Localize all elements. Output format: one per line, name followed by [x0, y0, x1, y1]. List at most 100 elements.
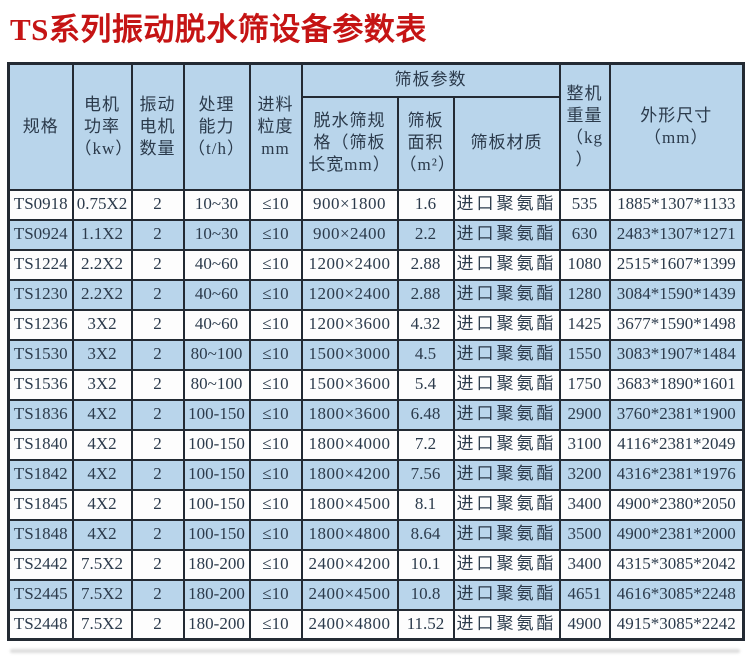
table-cell: 3084*1590*1439: [608, 278, 745, 311]
header-capacity: 处理 能力 （t/h）: [182, 62, 251, 191]
table-cell: 进口聚氨酯: [452, 338, 561, 371]
table-cell: 3760*2381*1900: [608, 398, 745, 431]
table-cell: 3X2: [71, 308, 133, 341]
table-cell: ≤10: [248, 458, 303, 491]
table-cell: 2400×4800: [300, 608, 399, 641]
table-cell: 7.5X2: [71, 548, 133, 581]
table-cell: 100-150: [182, 428, 251, 461]
bottom-shadow-line: [10, 649, 740, 653]
table-cell: TS1845: [7, 488, 74, 521]
table-cell: 2: [130, 578, 185, 611]
table-cell: 630: [558, 218, 611, 251]
parameters-table: 规格 电机 功率 （kw） 振动 电机 数量 处理 能力 （t/h） 进料 粒度…: [7, 62, 746, 641]
table-cell: 2: [130, 278, 185, 311]
header-screen-material: 筛板材质: [452, 95, 561, 191]
table-cell: 进口聚氨酯: [452, 548, 561, 581]
table-cell: 进口聚氨酯: [452, 308, 561, 341]
header-screen-size: 脱水筛规 格（筛板 长宽mm）: [300, 95, 399, 191]
table-cell: 2: [130, 248, 185, 281]
table-cell: 4915*3085*2242: [608, 608, 745, 641]
table-cell: TS2442: [7, 548, 74, 581]
table-cell: 2: [130, 458, 185, 491]
table-cell: 1425: [558, 308, 611, 341]
table-cell: TS2448: [7, 608, 74, 641]
table-cell: 11.52: [396, 608, 455, 641]
table-cell: 2: [130, 518, 185, 551]
table-cell: TS1836: [7, 398, 74, 431]
table-row: TS1845 4X2 2 100-150 ≤10 1800×4500 8.1 进口聚氨酯 340…: [7, 488, 745, 521]
table-header: 规格 电机 功率 （kw） 振动 电机 数量 处理 能力 （t/h） 进料 粒度…: [7, 62, 745, 191]
table-cell: TS1536: [7, 368, 74, 401]
table-cell: 4X2: [71, 458, 133, 491]
table-cell: 1800×4800: [300, 518, 399, 551]
table-cell: 3100: [558, 428, 611, 461]
table-cell: 100-150: [182, 458, 251, 491]
table-cell: 2.2X2: [71, 278, 133, 311]
table-cell: ≤10: [248, 488, 303, 521]
table-cell: 3400: [558, 548, 611, 581]
table-cell: 3X2: [71, 368, 133, 401]
table-cell: ≤10: [248, 608, 303, 641]
table-cell: 1800×4200: [300, 458, 399, 491]
table-cell: 3083*1907*1484: [608, 338, 745, 371]
table-cell: 10~30: [182, 218, 251, 251]
table-cell: ≤10: [248, 308, 303, 341]
table-cell: 2.88: [396, 278, 455, 311]
table-cell: ≤10: [248, 188, 303, 221]
table-cell: 1200×3600: [300, 308, 399, 341]
table-row: TS2445 7.5X2 2 180-200 ≤10 2400×4500 10.8 进口聚氨酯…: [7, 578, 745, 611]
table-cell: 2483*1307*1271: [608, 218, 745, 251]
table-cell: 2: [130, 608, 185, 641]
table-cell: TS1230: [7, 278, 74, 311]
table-row: TS2442 7.5X2 2 180-200 ≤10 2400×4200 10.1 进口聚氨酯…: [7, 548, 745, 581]
table-cell: ≤10: [248, 338, 303, 371]
table-cell: 1800×4500: [300, 488, 399, 521]
table-cell: 4.5: [396, 338, 455, 371]
table-cell: 10~30: [182, 188, 251, 221]
header-screen-area: 筛板 面积 （m²）: [396, 95, 455, 191]
table-cell: 进口聚氨酯: [452, 398, 561, 431]
table-cell: TS0918: [7, 188, 74, 221]
table-cell: 进口聚氨酯: [452, 218, 561, 251]
table-cell: 1500×3000: [300, 338, 399, 371]
table-cell: 100-150: [182, 488, 251, 521]
table-cell: 535: [558, 188, 611, 221]
table-cell: 1750: [558, 368, 611, 401]
header-motor-power: 电机 功率 （kw）: [71, 62, 133, 191]
header-feed-size: 进料 粒度 mm: [248, 62, 303, 191]
table-cell: 5.4: [396, 368, 455, 401]
table-cell: TS1530: [7, 338, 74, 371]
table-cell: 8.1: [396, 488, 455, 521]
table-cell: 4X2: [71, 488, 133, 521]
table-cell: 7.5X2: [71, 578, 133, 611]
table-cell: 2400×4500: [300, 578, 399, 611]
header-machine-weight: 整机 重量 （kg ）: [558, 62, 611, 191]
table-cell: TS1848: [7, 518, 74, 551]
table-cell: TS1224: [7, 248, 74, 281]
table-cell: ≤10: [248, 548, 303, 581]
table-cell: TS1842: [7, 458, 74, 491]
table-cell: 2: [130, 368, 185, 401]
table-cell: 4900*2380*2050: [608, 488, 745, 521]
table-cell: 4X2: [71, 518, 133, 551]
header-motor-qty: 振动 电机 数量: [130, 62, 185, 191]
table-row: TS1842 4X2 2 100-150 ≤10 1800×4200 7.56 进口聚氨酯 32…: [7, 458, 745, 491]
table-cell: 进口聚氨酯: [452, 608, 561, 641]
table-cell: 2: [130, 488, 185, 521]
header-row-top: 规格 电机 功率 （kw） 振动 电机 数量 处理 能力 （t/h） 进料 粒度…: [7, 62, 745, 191]
table-cell: 2: [130, 218, 185, 251]
table-cell: ≤10: [248, 278, 303, 311]
table-cell: 4X2: [71, 428, 133, 461]
table-cell: 3677*1590*1498: [608, 308, 745, 341]
table-cell: ≤10: [248, 218, 303, 251]
table-cell: 进口聚氨酯: [452, 368, 561, 401]
table-row: TS0918 0.75X2 2 10~30 ≤10 900×1800 1.6 进口聚氨酯 535…: [7, 188, 745, 221]
table-cell: 进口聚氨酯: [452, 278, 561, 311]
table-cell: 1.6: [396, 188, 455, 221]
table-cell: 4116*2381*2049: [608, 428, 745, 461]
table-cell: 100-150: [182, 518, 251, 551]
header-spec: 规格: [7, 62, 74, 191]
page-title: TS系列振动脱水筛设备参数表: [10, 12, 427, 47]
table-cell: 2: [130, 188, 185, 221]
